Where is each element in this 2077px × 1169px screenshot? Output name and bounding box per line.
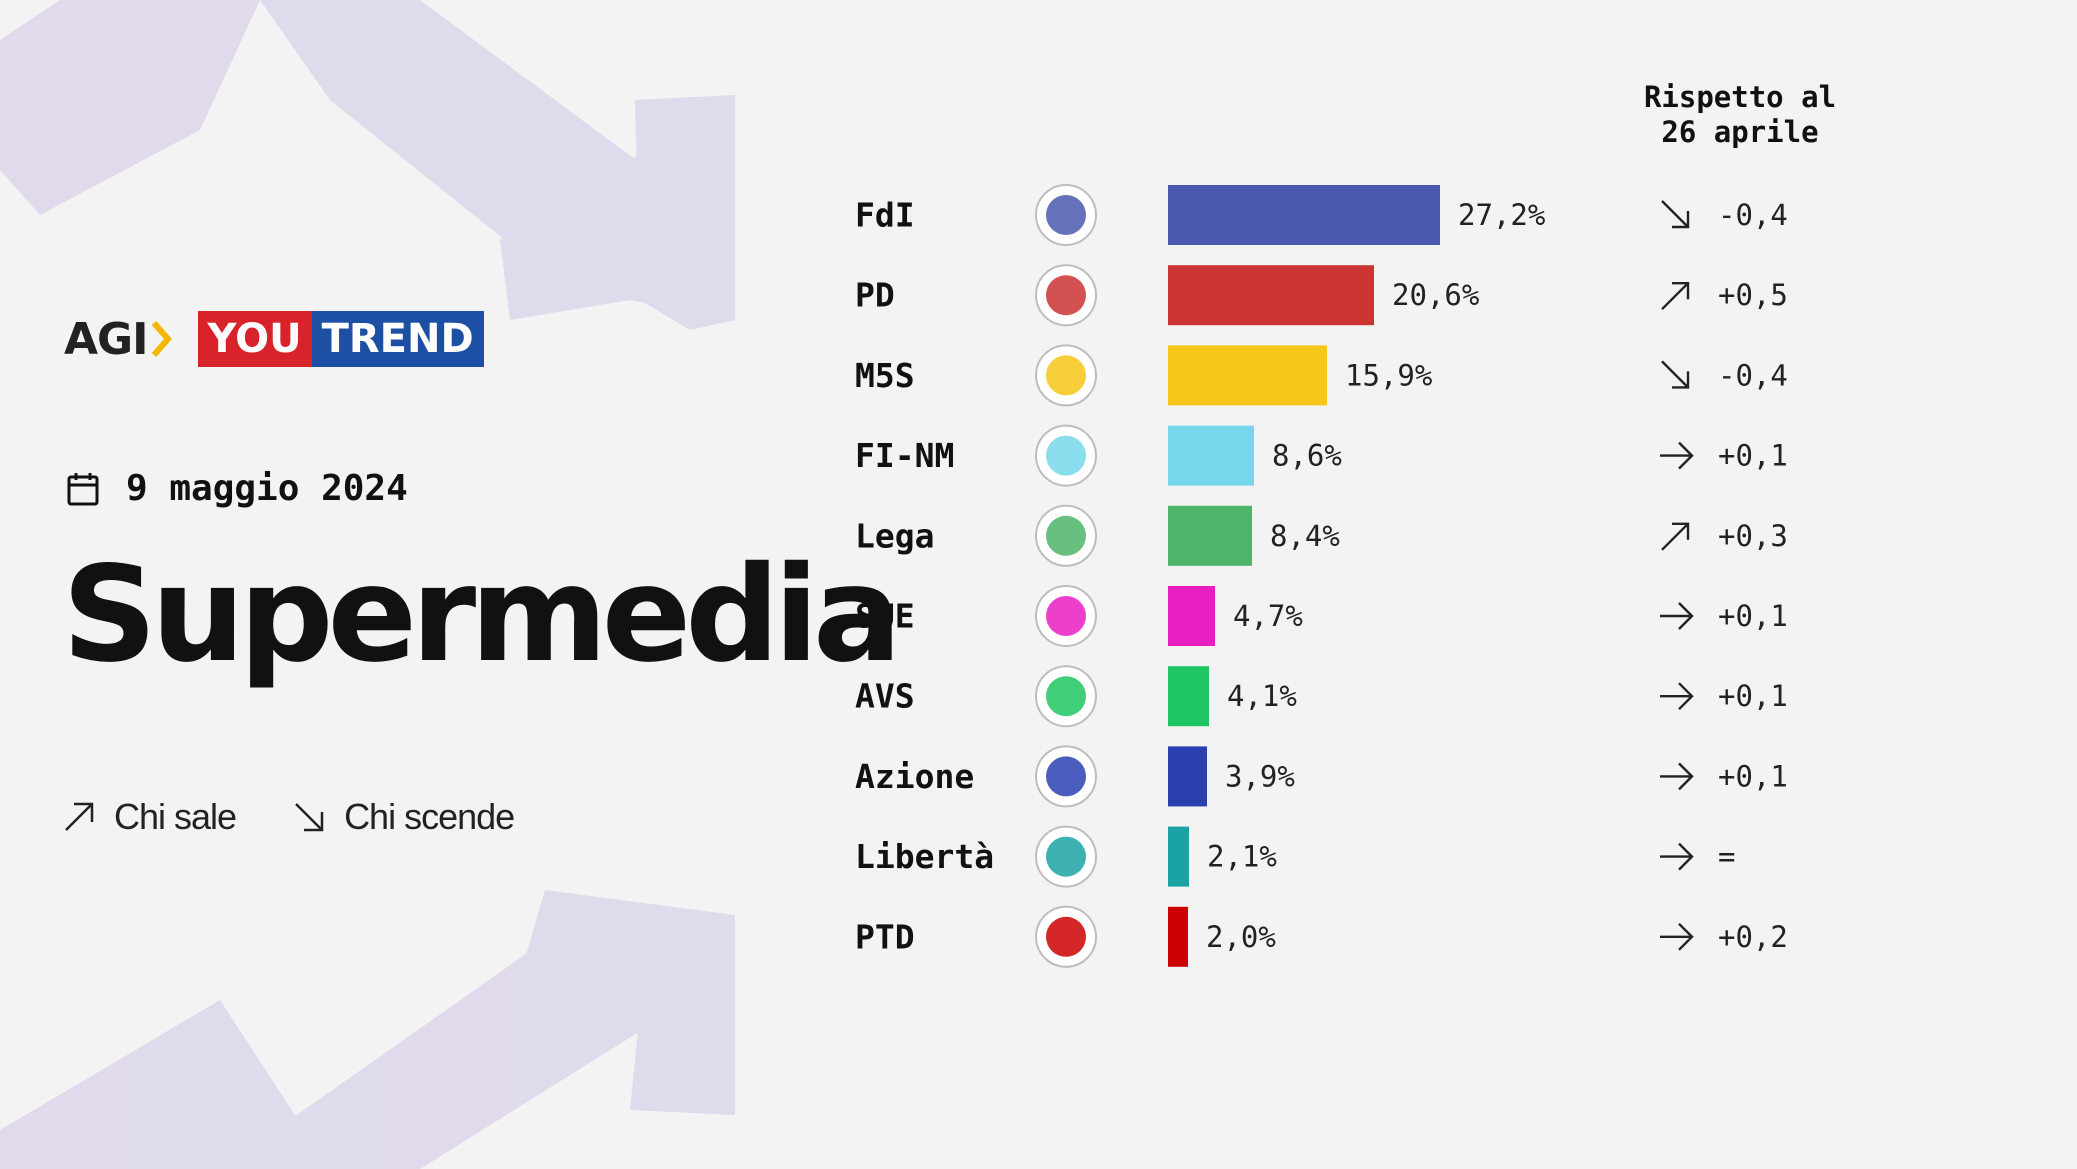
date-text: 9 maggio 2024 — [126, 468, 408, 509]
value-label-pd: 20,6% — [1392, 278, 1479, 312]
change-label-lega: +0,3 — [1718, 519, 1788, 553]
legend-down: Chi scende — [292, 796, 515, 838]
sue-logo-icon-inner — [1046, 596, 1086, 636]
legend-down-label: Chi scende — [344, 796, 515, 837]
party-label-sue: SUE — [855, 597, 915, 636]
party-label-fi-nm: FI-NM — [855, 436, 954, 475]
arrow-up-right-icon — [65, 802, 94, 831]
party-label-ptd: PTD — [855, 917, 915, 956]
value-label-ptd: 2,0% — [1206, 920, 1276, 954]
change-arrow-flat-icon — [1660, 922, 1694, 951]
change-arrow-flat-icon — [1660, 682, 1694, 711]
m5s-logo-icon-inner — [1046, 355, 1086, 396]
value-label-libert-: 2,1% — [1207, 840, 1277, 874]
pd-logo-icon-inner — [1046, 275, 1086, 316]
value-label-fdi: 27,2% — [1458, 198, 1545, 232]
change-label-azione: +0,1 — [1718, 759, 1788, 793]
bar-sue — [1168, 586, 1215, 646]
avs-logo-icon-inner — [1046, 676, 1086, 717]
youtrend-logo: YOU TREND — [197, 311, 484, 367]
brand-logos: AGI YOU TREND — [64, 311, 484, 367]
change-label-fi-nm: +0,1 — [1718, 439, 1788, 473]
bg-arrow-shape — [0, 0, 260, 215]
fi-nm-logo-icon-inner — [1046, 435, 1086, 476]
value-label-avs: 4,1% — [1227, 679, 1297, 713]
youtrend-you: YOU — [197, 311, 312, 367]
change-header-line-1: Rispetto al — [1643, 80, 1837, 114]
change-label-ptd: +0,2 — [1718, 920, 1788, 954]
party-label-fdi: FdI — [855, 196, 915, 235]
fdi-logo-icon-inner — [1046, 195, 1086, 235]
change-label-m5s: -0,4 — [1718, 358, 1788, 392]
legend-up: Chi sale — [62, 796, 237, 838]
bar-fdi — [1168, 185, 1440, 245]
change-arrow-flat-icon — [1660, 441, 1694, 470]
party-label-azione: Azione — [855, 757, 974, 796]
party-label-libert-: Libertà — [855, 837, 994, 876]
party-label-pd: PD — [855, 276, 895, 315]
ptd-logo-icon-inner — [1046, 916, 1086, 957]
change-arrow-down-icon — [1661, 200, 1690, 229]
value-label-azione: 3,9% — [1225, 759, 1295, 793]
change-label-pd: +0,5 — [1718, 278, 1788, 312]
page-title: Supermedia — [62, 538, 902, 692]
value-label-m5s: 15,9% — [1345, 358, 1432, 392]
party-label-avs: AVS — [855, 677, 915, 716]
youtrend-trend: TREND — [311, 311, 484, 367]
agi-logo: AGI — [64, 314, 172, 365]
bar-avs — [1168, 666, 1209, 727]
agi-logo-text: AGI — [64, 313, 149, 365]
legend-up-label: Chi sale — [114, 796, 237, 837]
bar-pd — [1168, 265, 1374, 326]
change-label-avs: +0,1 — [1718, 679, 1788, 713]
value-label-sue: 4,7% — [1233, 599, 1303, 633]
value-label-fi-nm: 8,6% — [1272, 439, 1342, 473]
party-label-lega: Lega — [855, 516, 934, 555]
bar-azione — [1168, 746, 1207, 807]
bar-ptd — [1168, 906, 1188, 967]
legend: Chi sale Chi scende — [62, 796, 570, 838]
change-label-fdi: -0,4 — [1718, 198, 1788, 232]
change-arrow-flat-icon — [1660, 762, 1694, 791]
change-label-libert-: = — [1718, 840, 1735, 874]
agi-chevron-icon — [151, 321, 172, 357]
date-row: 9 maggio 2024 — [66, 468, 408, 509]
change-header-line-2: 26 aprile — [1661, 115, 1819, 149]
change-arrow-flat-icon — [1660, 602, 1694, 630]
lega-logo-icon-inner — [1046, 515, 1086, 556]
value-label-lega: 8,4% — [1270, 519, 1340, 553]
change-label-sue: +0,1 — [1718, 599, 1788, 633]
bg-arrow-shape — [0, 1000, 330, 1169]
change-arrow-flat-icon — [1660, 842, 1694, 871]
arrow-down-right-icon — [295, 803, 324, 832]
calendar-icon — [67, 472, 99, 505]
party-label-m5s: M5S — [855, 356, 915, 395]
change-arrow-up-icon — [1661, 282, 1690, 311]
liberta-logo-icon-inner — [1046, 836, 1086, 877]
change-column-header: Rispetto al 26 aprile — [1610, 80, 1870, 150]
change-arrow-up-icon — [1661, 522, 1690, 551]
bg-arrow-shape — [635, 95, 735, 330]
change-arrow-down-icon — [1661, 360, 1690, 389]
bar-m5s — [1168, 345, 1327, 406]
bar-lega — [1168, 505, 1252, 566]
azione-logo-icon-inner — [1046, 756, 1086, 797]
bar-fi-nm — [1168, 425, 1254, 486]
bar-libert- — [1168, 826, 1189, 887]
bg-arrow-shape — [510, 890, 735, 1115]
